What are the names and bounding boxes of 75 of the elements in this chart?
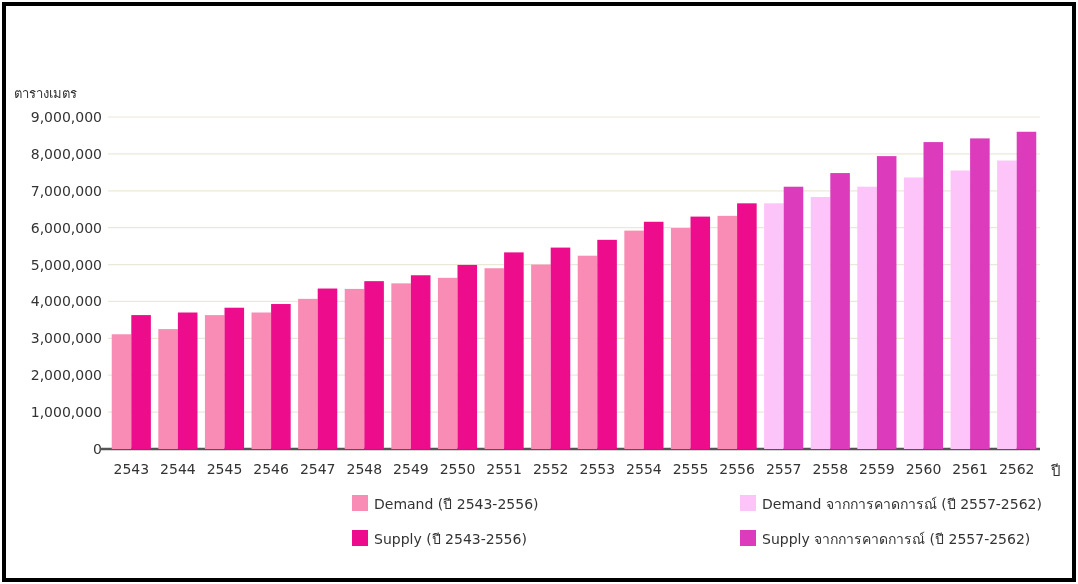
- legend-label: Supply จากการคาดการณ์ (ปี 2557-2562): [762, 531, 1031, 547]
- bar: [131, 315, 151, 449]
- bar: [783, 186, 804, 449]
- y-tick-label: 8,000,000: [30, 145, 102, 162]
- x-tick-label: 2555: [672, 461, 709, 477]
- bar: [997, 160, 1017, 449]
- bar: [717, 215, 738, 449]
- x-tick-label: 2547: [299, 461, 336, 477]
- x-tick-label: 2544: [160, 461, 196, 477]
- bar: [158, 329, 178, 449]
- bar: [643, 221, 664, 449]
- bar: [484, 268, 505, 449]
- x-tick-label: 2557: [765, 461, 802, 477]
- bar: [344, 288, 365, 449]
- x-tick-label: 2549: [393, 461, 429, 477]
- bar: [224, 307, 245, 449]
- bar: [577, 255, 598, 449]
- x-axis-title: ปี: [1050, 462, 1061, 480]
- y-tick-label: 6,000,000: [30, 219, 102, 236]
- bar: [903, 177, 924, 449]
- x-tick-label: 2543: [113, 461, 150, 477]
- x-tick-label: 2562: [998, 461, 1035, 477]
- bar: [764, 203, 784, 449]
- bar: [204, 315, 225, 449]
- bar: [391, 283, 411, 449]
- x-tick-label: 2546: [253, 461, 289, 477]
- bar: [597, 239, 617, 449]
- bar: [317, 288, 338, 449]
- y-tick-label: 2,000,000: [30, 367, 102, 384]
- bar: [177, 312, 198, 449]
- x-tick-label: 2545: [206, 461, 243, 477]
- bar: [830, 173, 850, 449]
- x-tick-label: 2560: [905, 461, 942, 477]
- y-tick-label: 3,000,000: [30, 330, 102, 347]
- x-tick-label: 2552: [532, 461, 569, 477]
- bar: [410, 275, 431, 449]
- bar: [970, 138, 990, 449]
- bar: [111, 334, 132, 449]
- bar: [690, 216, 711, 449]
- bar: [876, 156, 897, 449]
- bar: [437, 277, 458, 449]
- y-tick-label: 7,000,000: [30, 182, 102, 199]
- bar: [624, 230, 644, 449]
- x-tick-label: 2550: [439, 461, 476, 477]
- x-tick-label: 2561: [952, 461, 988, 477]
- bar: [857, 186, 877, 449]
- legend-label: Demand (ปี 2543-2556): [374, 496, 539, 512]
- bar: [670, 228, 691, 449]
- x-tick-label: 2559: [859, 461, 895, 477]
- y-tick-label: 9,000,000: [30, 109, 102, 125]
- y-tick-label: 4,000,000: [30, 293, 102, 310]
- x-tick-label: 2553: [579, 461, 616, 477]
- y-axis-title: ตารางเมตร: [14, 86, 77, 101]
- bar: [364, 281, 384, 449]
- x-tick-label: 2556: [719, 461, 755, 477]
- bar: [550, 247, 571, 449]
- y-tick-label: 1,000,000: [30, 404, 102, 421]
- y-tick-label: 5,000,000: [30, 256, 102, 273]
- bar: [737, 203, 757, 449]
- x-tick-label: 2554: [626, 461, 662, 477]
- bar: [251, 312, 272, 449]
- legend-label: Demand จากการคาดการณ์ (ปี 2557-2562): [762, 496, 1042, 512]
- bar: [950, 170, 971, 449]
- bar: [923, 142, 944, 449]
- x-tick-label: 2551: [486, 461, 522, 477]
- bar: [271, 304, 291, 449]
- x-tick-label: 2548: [346, 461, 383, 477]
- bar: [457, 264, 478, 449]
- bar: [298, 298, 318, 449]
- bar: [531, 264, 551, 449]
- x-tick-label: 2558: [812, 461, 849, 477]
- bar: [504, 252, 524, 449]
- legend-label: Supply (ปี 2543-2556): [374, 531, 527, 547]
- bar: [810, 197, 831, 449]
- bar: [1016, 131, 1037, 449]
